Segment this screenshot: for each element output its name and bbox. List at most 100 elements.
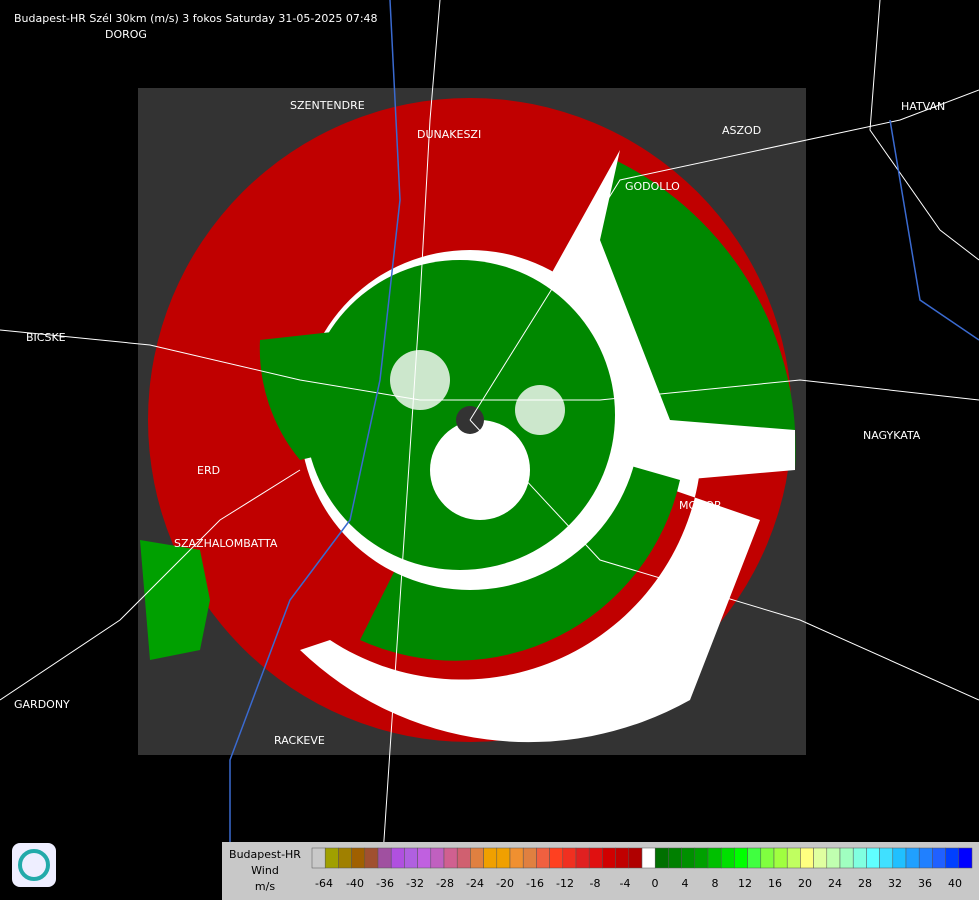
legend-swatch (826, 847, 841, 869)
legend-swatch (892, 847, 907, 869)
legend-swatch (324, 847, 339, 869)
rivers (229, 0, 979, 900)
legend-tick-label: 36 (918, 877, 932, 890)
road (869, 0, 979, 261)
echo-green (140, 540, 210, 660)
legend-tick-label: 12 (738, 877, 752, 890)
legend-tick-label: -32 (406, 877, 424, 890)
legend-swatch (522, 847, 537, 869)
place-label: MONOR (679, 499, 722, 512)
place-label: DOROG (105, 28, 147, 41)
place-label: GODOLLO (625, 180, 680, 193)
legend-swatch (918, 847, 933, 869)
legend-tick-label: 8 (712, 877, 719, 890)
echo-white (430, 420, 530, 520)
place-label: DUNAKESZI (417, 128, 481, 141)
legend-tick-label: -12 (556, 877, 574, 890)
legend-swatch (694, 847, 709, 869)
place-label: SZAZHALOMBATTA (174, 537, 278, 550)
road (0, 469, 301, 701)
legend-swatch (575, 847, 590, 869)
legend-swatch (720, 847, 735, 869)
legend-swatch (483, 847, 498, 869)
legend-swatch (747, 847, 762, 869)
legend-swatch (364, 847, 379, 869)
legend-swatch (773, 847, 788, 869)
legend-swatch (549, 847, 564, 869)
legend-tick-label: 20 (798, 877, 812, 890)
legend-tick-label: -40 (346, 877, 364, 890)
legend-station: Budapest-HR (229, 848, 301, 861)
legend-tick-label: -8 (590, 877, 601, 890)
legend-swatch (866, 847, 880, 869)
legend-swatch (668, 847, 682, 869)
place-label: NAGYKATA (863, 429, 921, 442)
legend-swatch (588, 847, 603, 869)
legend: Budapest-HR Wind m/s -64 -40 -36 -32 -28 -24-… (222, 842, 979, 900)
legend-swatch (443, 847, 458, 869)
legend-swatch (800, 847, 814, 869)
legend-unit: m/s (255, 880, 275, 893)
legend-swatch (417, 847, 432, 869)
legend-tick-label: -24 (466, 877, 484, 890)
logo (12, 843, 56, 887)
legend-swatch (562, 847, 577, 869)
legend-swatch (509, 847, 524, 869)
road (469, 419, 979, 701)
road (0, 329, 979, 401)
legend-swatch (351, 847, 366, 869)
legend-swatch (905, 847, 920, 869)
legend-swatch (681, 847, 696, 869)
legend-tick-label: 24 (828, 877, 842, 890)
place-label: BICSKE (26, 331, 66, 344)
legend-swatch (390, 847, 405, 869)
legend-tick-label: 28 (858, 877, 872, 890)
river (889, 119, 979, 341)
place-label: GARDONY (14, 698, 70, 711)
title: Budapest-HR Szél 30km (m/s) 3 fokos Satu… (14, 12, 378, 25)
legend-swatch (852, 847, 867, 869)
legend-swatch (641, 847, 656, 869)
legend-swatch (377, 847, 392, 869)
place-label: HATVAN (901, 100, 945, 113)
logo-mark (18, 849, 50, 881)
legend-swatch (945, 847, 960, 869)
legend-swatch (786, 847, 801, 869)
legend-swatch (430, 847, 445, 869)
legend-swatch (707, 847, 722, 869)
legend-tick-label: 40 (948, 877, 962, 890)
river (229, 0, 401, 900)
legend-swatch (496, 847, 511, 869)
legend-swatch (404, 847, 418, 869)
echo-white (515, 385, 565, 435)
legend-tick-label: -16 (526, 877, 544, 890)
road (469, 89, 979, 421)
echo-white (390, 350, 450, 410)
place-label: DABAS (538, 725, 576, 738)
legend-swatch (602, 847, 616, 869)
legend-tick-label: 16 (768, 877, 782, 890)
legend-swatch (615, 847, 630, 869)
legend-swatch (456, 847, 471, 869)
place-label: SZENTENDRE (290, 99, 365, 112)
legend-tick-label: -64 (315, 877, 333, 890)
place-label: ASZOD (722, 124, 761, 137)
legend-tick-label: -4 (620, 877, 631, 890)
legend-tick-label: -28 (436, 877, 454, 890)
legend-quantity: Wind (251, 864, 279, 877)
road (379, 0, 441, 900)
legend-tick-label: -36 (376, 877, 394, 890)
legend-swatch (470, 847, 484, 869)
echo-green (259, 330, 470, 460)
place-label: ERD (197, 464, 220, 477)
legend-swatch (734, 847, 748, 869)
legend-tick-label: 0 (652, 877, 659, 890)
echo-white (300, 420, 760, 743)
legend-swatch (311, 847, 326, 869)
legend-swatch (654, 847, 669, 869)
legend-tick-label: 4 (682, 877, 689, 890)
legend-swatch (536, 847, 550, 869)
legend-swatch (338, 847, 352, 869)
